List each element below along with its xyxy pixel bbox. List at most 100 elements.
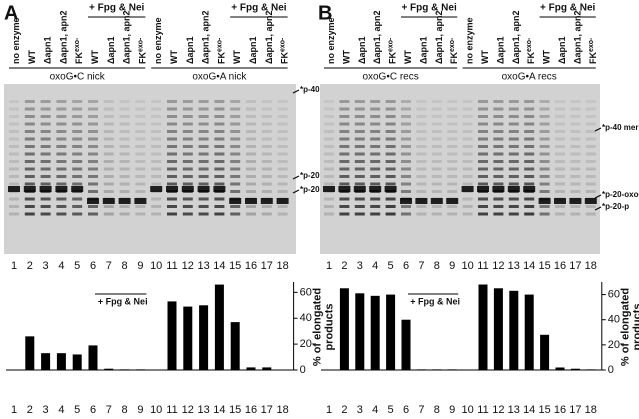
gel-band	[353, 186, 366, 192]
gel-band	[493, 115, 504, 118]
x-tick-label: 5	[74, 404, 80, 416]
gel-band	[167, 152, 177, 156]
gel-band	[524, 137, 535, 141]
gel-band	[24, 167, 35, 171]
gel-band	[370, 115, 381, 118]
gel-band	[539, 212, 550, 216]
gel-band	[462, 107, 473, 111]
gel-band	[478, 182, 488, 186]
gel-band	[72, 107, 83, 111]
gel-band	[431, 205, 442, 208]
lane-label-text: Δapn1, apn2	[264, 11, 274, 64]
gel-band	[167, 160, 177, 163]
lane-label: FKexo-	[74, 37, 85, 64]
gel-band	[9, 182, 19, 186]
lane-number: 17	[569, 260, 581, 272]
gel-band	[585, 122, 596, 126]
gel-band	[277, 160, 288, 163]
x-tick-label: 5	[388, 404, 394, 416]
gel-band	[40, 145, 51, 148]
gel-band	[493, 182, 504, 186]
gel-band	[261, 122, 272, 126]
lane-label-text: FK	[527, 52, 537, 64]
gel-band	[400, 198, 412, 204]
lane-label: WT	[542, 50, 552, 64]
gel-band	[447, 175, 458, 178]
lane-label-superscript: exo-	[216, 37, 223, 52]
gel-band	[181, 186, 194, 192]
gel-band	[103, 152, 114, 156]
gel-band	[385, 115, 396, 118]
gel-band	[261, 130, 272, 133]
lane-number: 14	[523, 260, 535, 272]
gel-band	[88, 205, 98, 208]
gel-band	[478, 115, 488, 118]
gel-band	[539, 167, 550, 171]
x-tick-label: 7	[418, 404, 424, 416]
gel-band	[416, 212, 427, 216]
gel-band	[570, 145, 581, 148]
gel-band	[524, 205, 535, 208]
gel-band	[277, 152, 288, 156]
gel-band	[261, 190, 272, 193]
gel-band	[214, 122, 225, 126]
gel-band	[246, 167, 256, 171]
gel-band	[214, 107, 225, 111]
gel-band	[570, 182, 581, 186]
gel-band	[198, 107, 209, 111]
lane-label-text: WT	[342, 50, 352, 64]
gel-band	[119, 122, 130, 126]
gel-band	[508, 137, 519, 141]
gel-band	[230, 107, 241, 111]
gel-band	[277, 175, 288, 178]
lane-label-text: WT	[27, 50, 37, 64]
gel-band	[182, 100, 193, 103]
gel-band	[478, 107, 488, 111]
lane-number: 16	[554, 260, 566, 272]
gel-band	[354, 145, 365, 148]
gel-band	[261, 182, 272, 186]
gel-band	[508, 197, 519, 201]
gel-band	[585, 182, 596, 186]
gel-band	[384, 186, 397, 192]
lane-number: 10	[461, 260, 473, 272]
gel-band	[324, 197, 334, 201]
gel	[4, 84, 296, 254]
lane-label-text: Δapn1	[496, 37, 506, 64]
gel-band	[214, 145, 225, 148]
gel-band	[9, 122, 19, 126]
gel-band	[55, 186, 68, 192]
gel-band	[508, 107, 519, 111]
gel-band	[246, 175, 256, 178]
lane-label-text: Δapn1	[557, 37, 567, 64]
gel-band	[478, 160, 488, 163]
gel-band	[478, 122, 488, 126]
x-tick-label: 16	[554, 404, 566, 416]
lane-label-text: Δapn1, apn2	[573, 11, 583, 64]
gel-band	[339, 100, 350, 103]
gel-band	[555, 175, 565, 178]
panel-letter: A	[4, 2, 18, 24]
gel-band	[24, 160, 35, 163]
lane-label-text: Δapn1	[419, 37, 429, 64]
gel-band	[493, 152, 504, 156]
gel-band	[447, 107, 458, 111]
gel-band	[401, 107, 411, 111]
gel-band	[431, 145, 442, 148]
gel-band	[401, 100, 411, 103]
x-tick-label: 8	[122, 404, 128, 416]
gel-band	[24, 130, 35, 133]
lane-label-text: no enzyme	[326, 17, 336, 64]
gel-band	[539, 137, 550, 141]
gel-band	[9, 137, 19, 141]
gel-band	[431, 122, 442, 126]
gel-band	[245, 198, 257, 204]
x-tick-label: 14	[523, 404, 535, 416]
gel-band	[570, 130, 581, 133]
gel-band	[585, 152, 596, 156]
lane-label-text: WT	[169, 50, 179, 64]
gel-band	[508, 182, 519, 186]
gel-band	[354, 152, 365, 156]
gel-band	[119, 137, 130, 141]
x-tick-label: 3	[357, 404, 363, 416]
